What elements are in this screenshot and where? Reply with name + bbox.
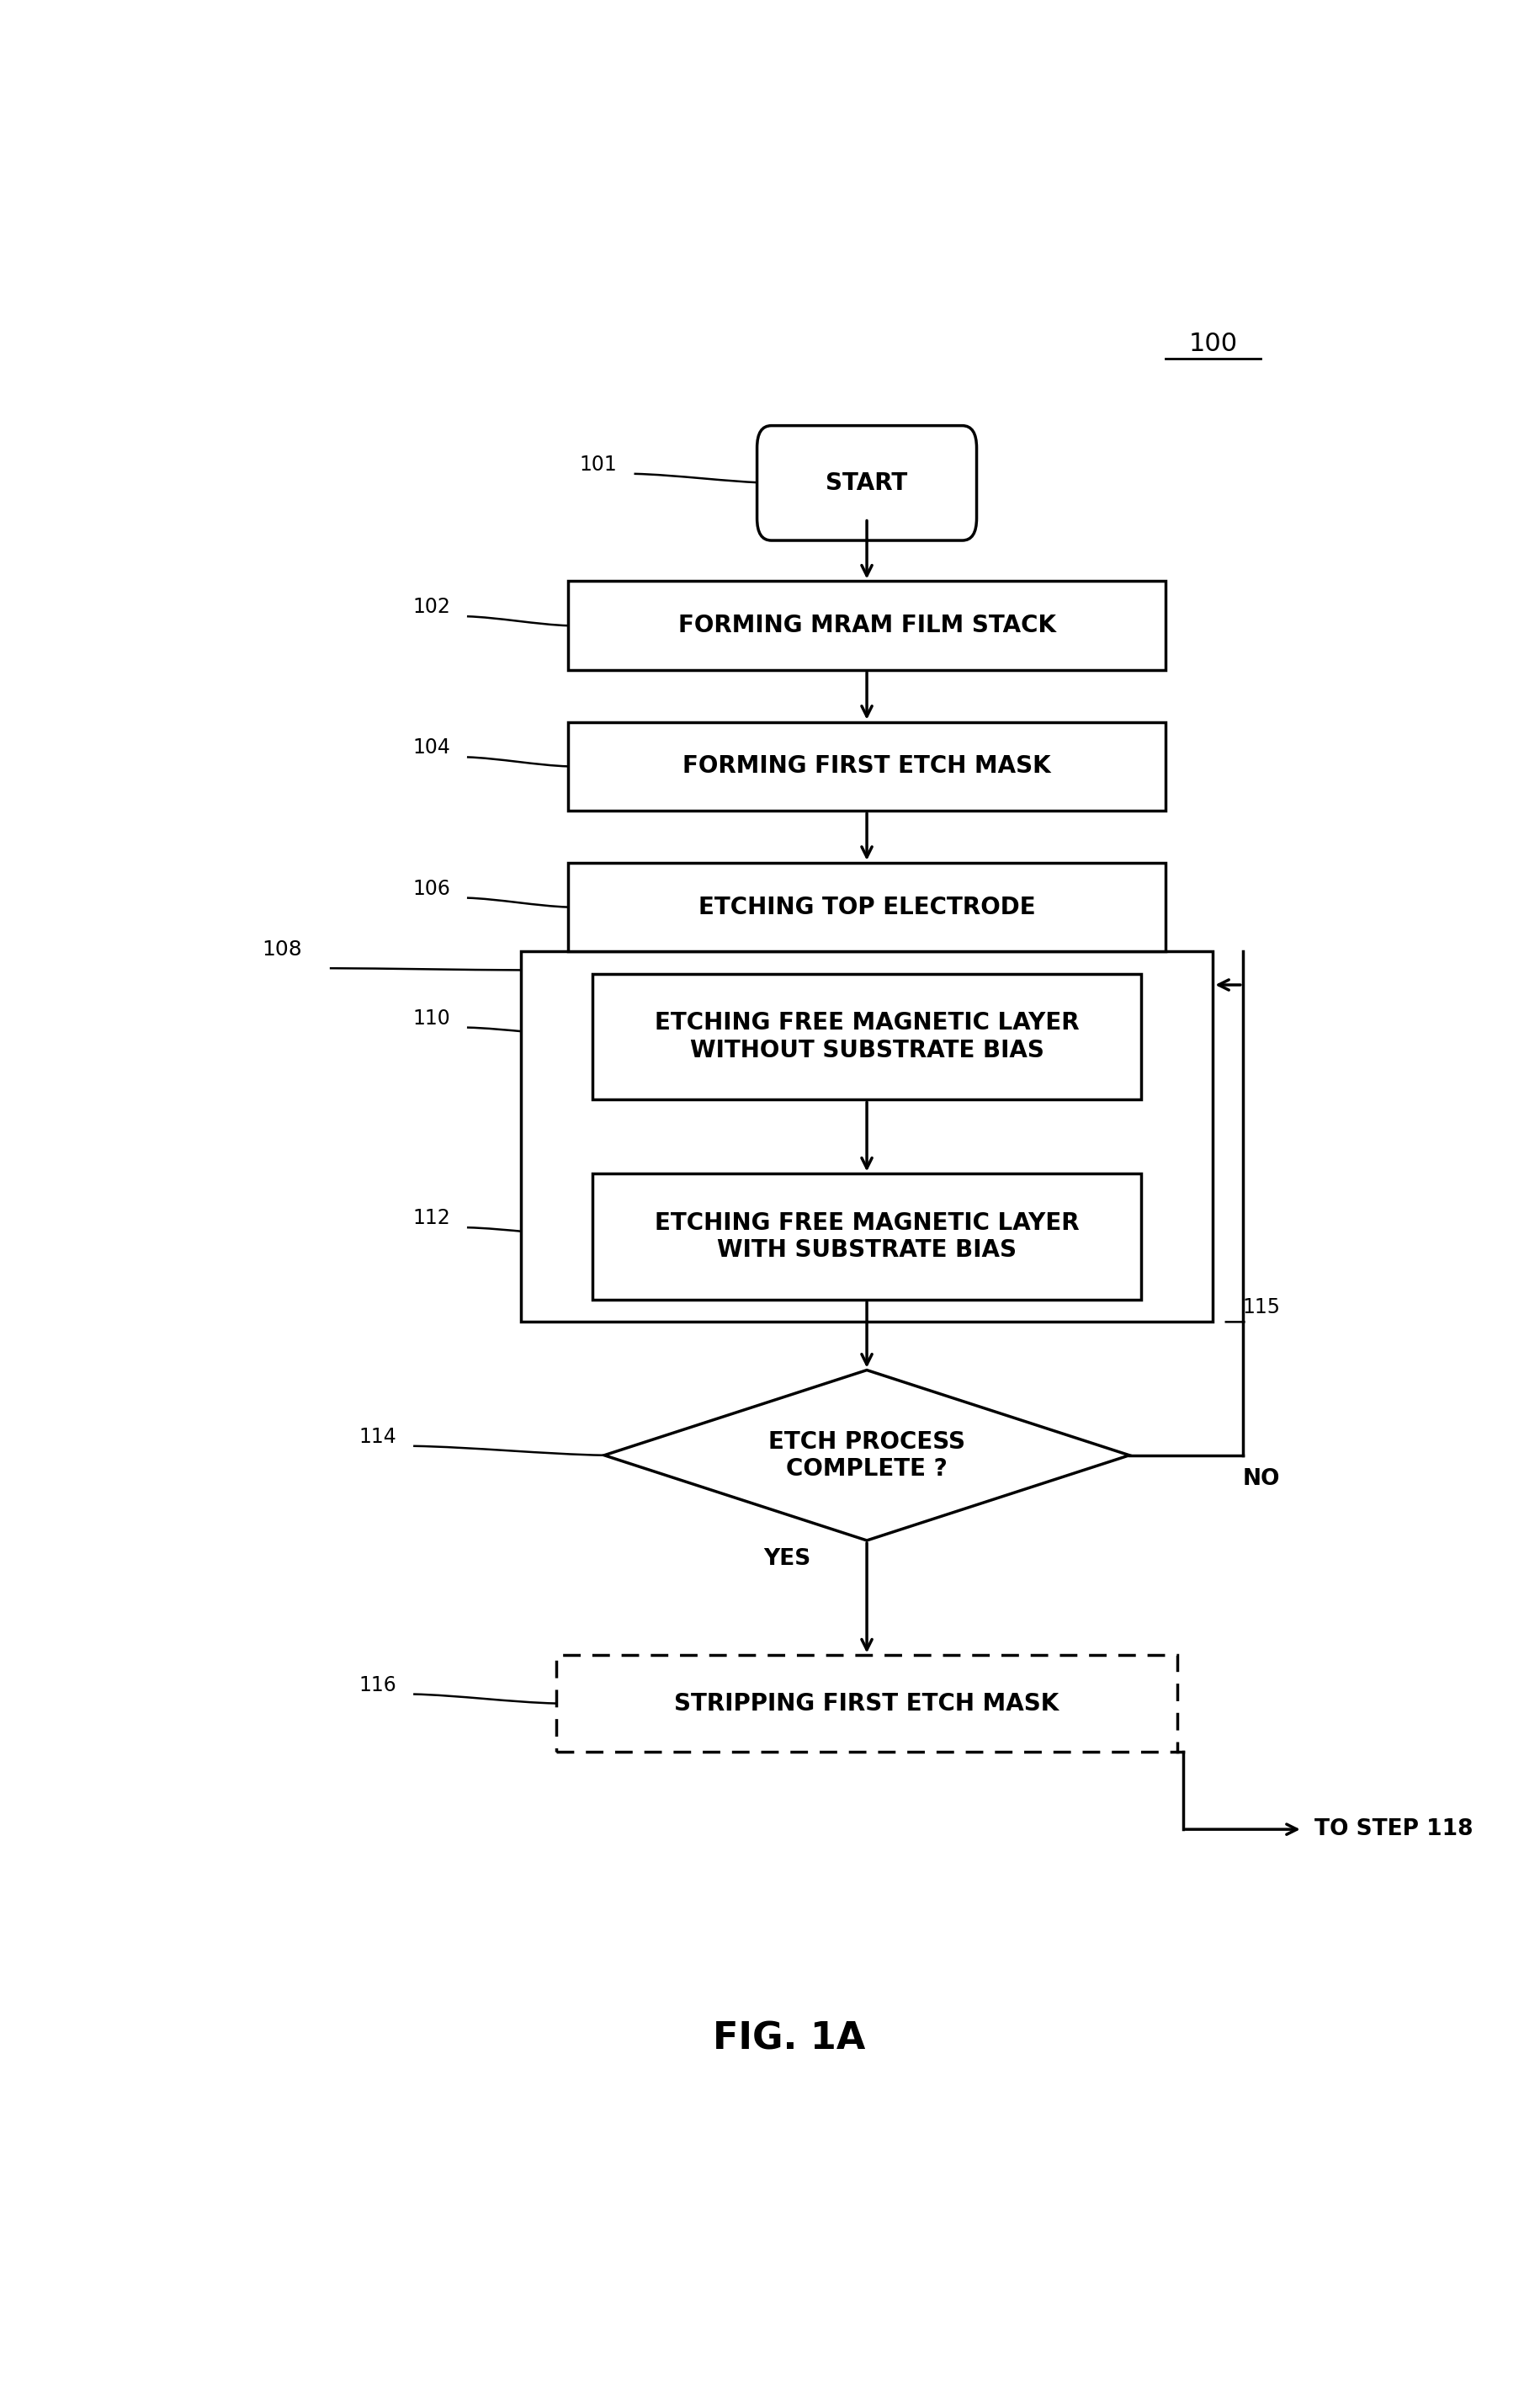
Text: 101: 101: [579, 455, 618, 474]
Text: 115: 115: [1243, 1296, 1281, 1318]
Text: START: START: [825, 471, 907, 495]
Text: YES: YES: [764, 1549, 810, 1570]
Text: ETCHING FREE MAGNETIC LAYER
WITHOUT SUBSTRATE BIAS: ETCHING FREE MAGNETIC LAYER WITHOUT SUBS…: [654, 1013, 1080, 1063]
Bar: [568, 722, 1166, 810]
Text: 114: 114: [359, 1426, 396, 1448]
Bar: [593, 974, 1141, 1099]
Bar: [568, 582, 1166, 671]
Text: 100: 100: [1189, 332, 1238, 356]
Bar: [593, 1174, 1141, 1299]
Polygon shape: [604, 1371, 1129, 1542]
Text: ETCHING TOP ELECTRODE: ETCHING TOP ELECTRODE: [698, 895, 1035, 919]
Text: NO: NO: [1243, 1469, 1280, 1491]
Text: FIG. 1A: FIG. 1A: [713, 2020, 865, 2056]
Text: 112: 112: [413, 1207, 450, 1229]
FancyBboxPatch shape: [758, 426, 976, 541]
Text: ETCH PROCESS
COMPLETE ?: ETCH PROCESS COMPLETE ?: [768, 1431, 966, 1481]
Text: 110: 110: [413, 1008, 450, 1029]
Bar: [556, 1655, 1177, 1751]
Text: 116: 116: [359, 1674, 396, 1696]
Text: 102: 102: [413, 596, 450, 618]
Text: 104: 104: [413, 738, 450, 758]
Text: FORMING MRAM FILM STACK: FORMING MRAM FILM STACK: [678, 613, 1056, 637]
Text: FORMING FIRST ETCH MASK: FORMING FIRST ETCH MASK: [682, 755, 1050, 779]
Bar: [568, 863, 1166, 952]
Text: STRIPPING FIRST ETCH MASK: STRIPPING FIRST ETCH MASK: [675, 1691, 1060, 1715]
Text: TO STEP 118: TO STEP 118: [1315, 1818, 1474, 1840]
Bar: [521, 952, 1214, 1323]
Text: ETCHING FREE MAGNETIC LAYER
WITH SUBSTRATE BIAS: ETCHING FREE MAGNETIC LAYER WITH SUBSTRA…: [654, 1212, 1080, 1263]
Text: 108: 108: [262, 940, 302, 960]
Text: 106: 106: [413, 878, 450, 899]
